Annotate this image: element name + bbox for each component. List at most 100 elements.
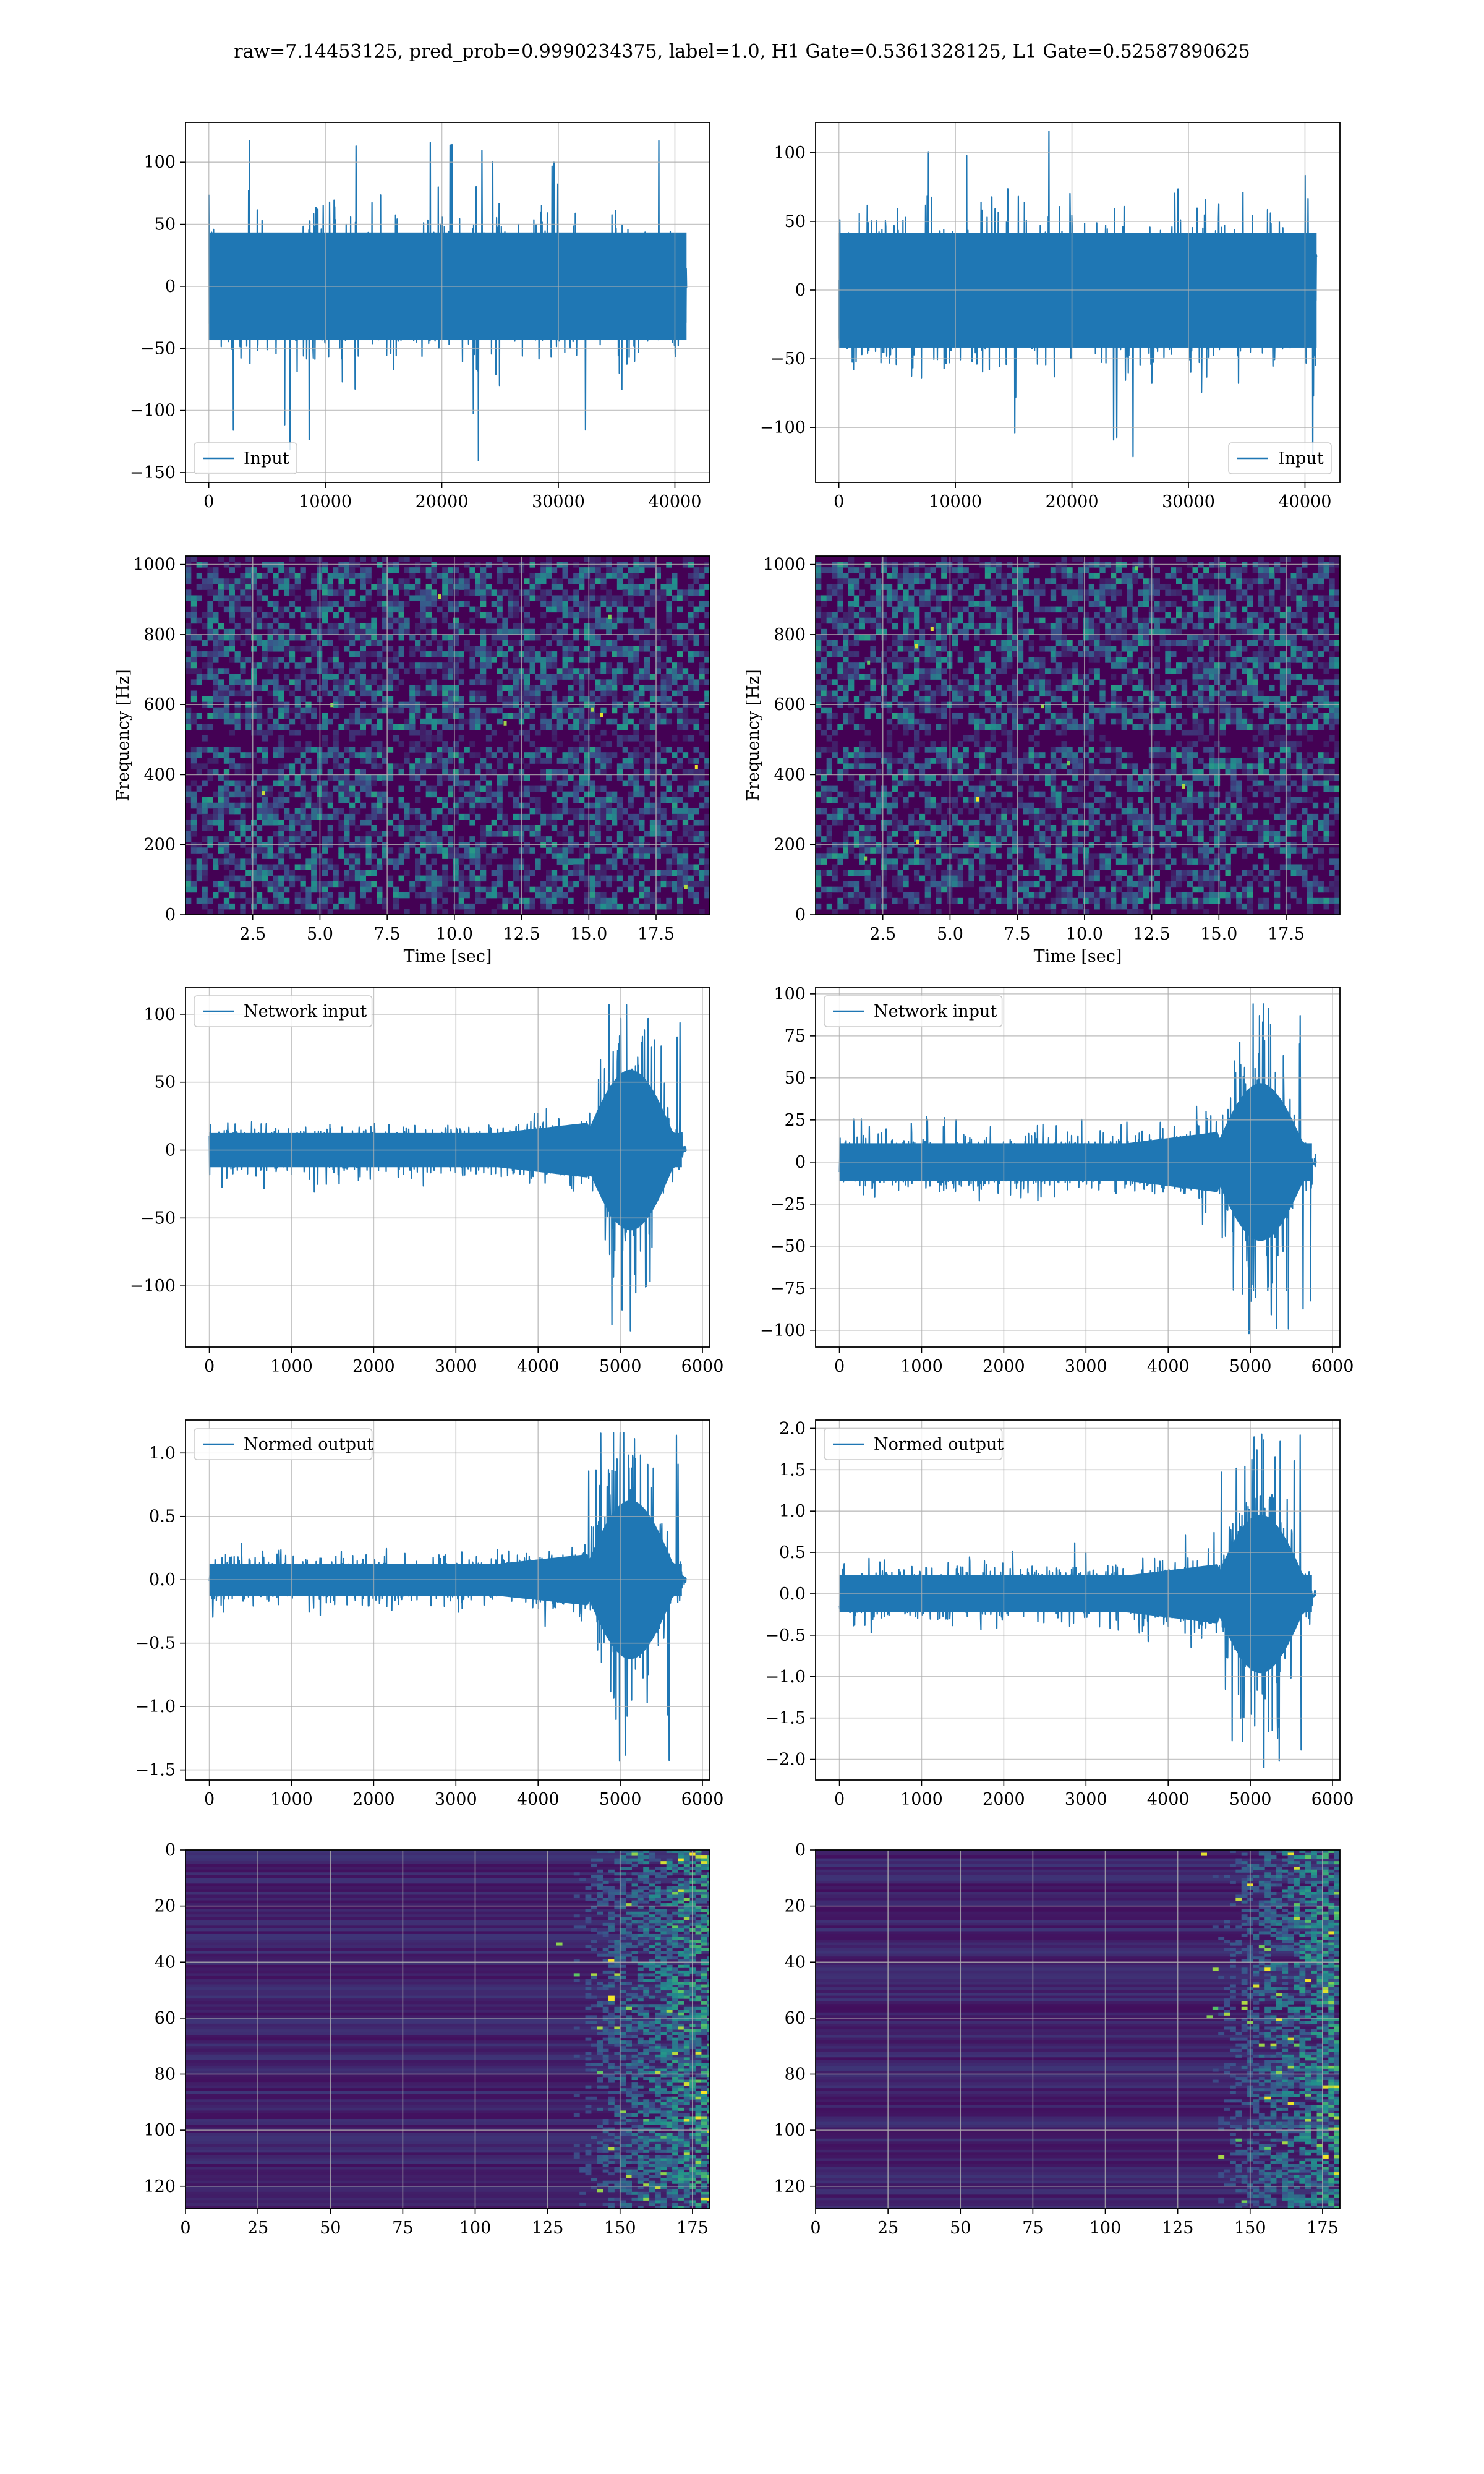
heatmap-cell — [589, 595, 595, 601]
heatmap-cell — [600, 813, 607, 820]
heatmap-cell — [278, 696, 284, 703]
heatmap-cell — [393, 886, 399, 893]
heatmap-cell — [475, 813, 481, 820]
heatmap-cell — [612, 864, 618, 870]
heatmap-cell — [870, 892, 876, 899]
heatmap-cell — [1001, 724, 1007, 730]
heatmap-cell — [404, 628, 410, 635]
heatmap-cell — [469, 791, 475, 798]
heatmap-cell — [453, 903, 459, 910]
heatmap-cell — [573, 791, 579, 798]
heatmap-cell — [458, 780, 464, 787]
heatmap-cell — [311, 668, 317, 674]
heatmap-cell — [682, 791, 689, 798]
heatmap-cell — [672, 886, 678, 893]
heatmap-cell — [546, 696, 552, 703]
heatmap-cell — [859, 741, 865, 747]
heatmap-cell — [415, 797, 421, 803]
heatmap-cell — [491, 819, 497, 826]
heatmap-cell — [524, 674, 530, 680]
heatmap-cell — [655, 769, 661, 775]
heatmap-cell — [693, 758, 699, 764]
heatmap-cell — [267, 903, 273, 910]
heatmap-cell — [278, 797, 284, 803]
heatmap-cell — [464, 886, 470, 893]
heatmap-cell — [420, 651, 427, 657]
heatmap-cell — [628, 628, 634, 635]
heatmap-cell — [442, 875, 448, 882]
heatmap-cell — [284, 713, 290, 719]
heatmap-cell — [513, 584, 519, 590]
heatmap-cell — [289, 657, 296, 663]
heatmap-cell — [568, 674, 574, 680]
heatmap-cell — [704, 584, 710, 590]
heatmap-cell — [245, 573, 252, 579]
heatmap-cell — [442, 584, 448, 590]
heatmap-cell — [848, 847, 855, 854]
heatmap-cell — [897, 578, 903, 584]
heatmap-cell — [556, 909, 563, 915]
heatmap-cell — [551, 567, 558, 573]
heatmap-cell — [513, 875, 519, 882]
heatmap-cell — [535, 808, 541, 815]
heatmap-cell — [843, 634, 849, 641]
heatmap-cell — [924, 747, 931, 753]
heatmap-cell — [305, 903, 312, 910]
heatmap-cell — [1017, 802, 1024, 809]
heatmap-cell — [202, 780, 208, 787]
heatmap-cell — [464, 791, 470, 798]
heatmap-cell — [568, 774, 574, 781]
heatmap-cell — [524, 729, 530, 736]
heatmap-cell — [508, 567, 514, 573]
heatmap-cell — [968, 897, 974, 904]
heatmap-cell — [1039, 679, 1046, 685]
heatmap-cell — [245, 690, 252, 697]
x-tick-label: 0 — [203, 492, 214, 511]
heatmap-cell — [924, 707, 931, 714]
heatmap-cell — [859, 612, 865, 618]
heatmap-cell — [425, 729, 432, 736]
heatmap-cell — [672, 662, 678, 669]
heatmap-cell — [655, 847, 661, 854]
heatmap-cell — [562, 853, 568, 859]
heatmap-cell — [365, 897, 372, 904]
heatmap-cell — [551, 813, 558, 820]
heatmap-cell — [886, 847, 893, 854]
heatmap-cell — [409, 718, 416, 725]
heatmap-cell — [546, 567, 552, 573]
heatmap-cell — [1017, 864, 1024, 870]
heatmap-cell — [267, 567, 273, 573]
heatmap-cell — [832, 567, 838, 573]
heatmap-cell — [908, 769, 915, 775]
heatmap-cell — [524, 601, 530, 607]
heatmap-cell — [251, 617, 257, 624]
heatmap-cell — [892, 881, 898, 888]
heatmap-cell — [699, 674, 705, 680]
heatmap-cell — [677, 813, 683, 820]
heatmap-cell — [365, 774, 372, 781]
heatmap-cell — [311, 881, 317, 888]
heatmap-cell — [284, 573, 290, 579]
heatmap-cell — [273, 769, 279, 775]
heatmap-cell — [963, 747, 969, 753]
heatmap-cell — [886, 718, 893, 725]
heatmap-cell — [338, 897, 344, 904]
heatmap-cell — [300, 802, 306, 809]
heatmap-cell — [497, 595, 503, 601]
heatmap-cell — [930, 589, 936, 596]
heatmap-cell — [431, 903, 437, 910]
heatmap-cell — [322, 864, 328, 870]
heatmap-cell — [892, 662, 898, 669]
heatmap-cell — [535, 864, 541, 870]
heatmap-cell — [930, 690, 936, 697]
heatmap-cell — [349, 864, 356, 870]
heatmap-cell — [1023, 589, 1029, 596]
heatmap-cell — [415, 836, 421, 842]
heatmap-cell — [469, 617, 475, 624]
heatmap-cell — [365, 578, 372, 584]
heatmap-cell — [207, 567, 213, 573]
heatmap-cell — [431, 690, 437, 697]
heatmap-cell — [633, 646, 639, 652]
heatmap-cell — [600, 903, 607, 910]
